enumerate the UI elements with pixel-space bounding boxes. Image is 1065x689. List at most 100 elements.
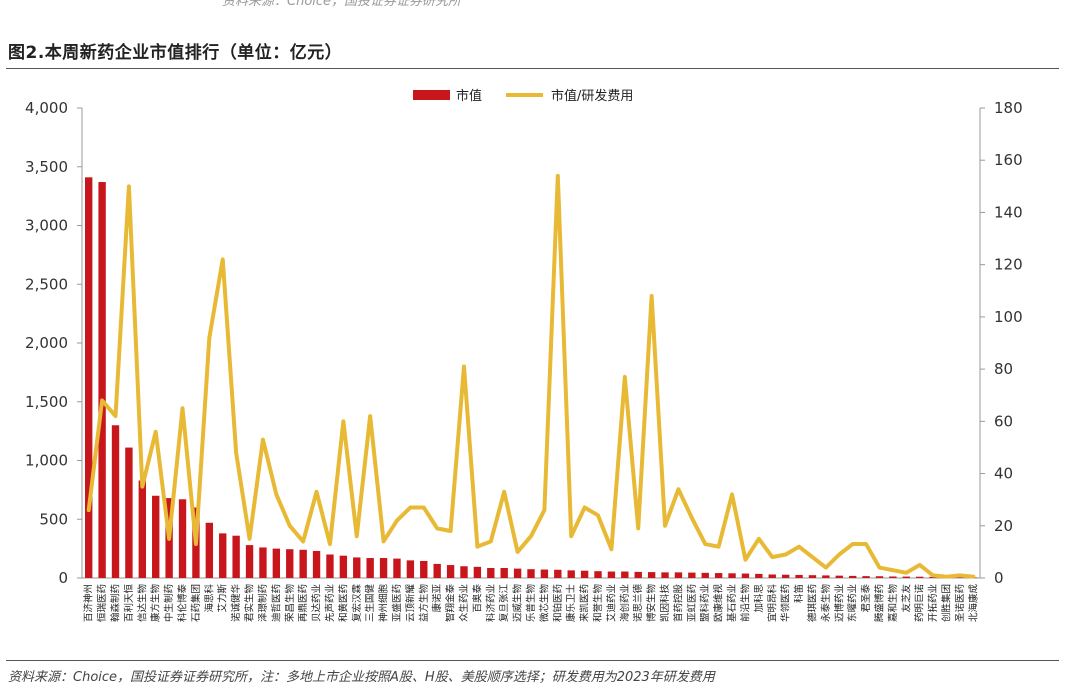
category-label: 欧康维视 [713, 584, 725, 623]
category-label: 艾迪药业 [605, 584, 617, 622]
bar [339, 555, 348, 578]
bar [272, 548, 281, 578]
bar [366, 558, 374, 578]
bar [634, 571, 642, 578]
y-tick-label-left: 0 [58, 569, 68, 587]
legend-bar-swatch [413, 90, 450, 100]
bar [540, 569, 549, 578]
bar [379, 558, 388, 578]
y-tick-label-left: 2,500 [25, 275, 68, 293]
category-label: 荣昌生物 [284, 584, 296, 623]
category-label: 嘉和生物 [887, 584, 899, 623]
bar [406, 560, 415, 578]
category-label: 腾盛博药 [873, 584, 885, 622]
bar [205, 522, 214, 578]
bar [688, 572, 696, 578]
category-label: 北海康成 [967, 584, 979, 623]
legend-bar-label: 市值 [456, 88, 482, 104]
bar [98, 182, 106, 578]
category-labels: 百济神州 恒瑞医药 翰森制药 百利天恒 信达生物 康方生物 中生制药 科伦博泰 石药集团 海思科艾… [83, 584, 980, 623]
category-label: 再鼎医药 [298, 584, 309, 622]
category-label: 石药集团 [190, 584, 202, 622]
bar [420, 560, 428, 578]
category-label: 迪哲医药 [270, 584, 282, 622]
y-tick-label-right: 180 [994, 99, 1023, 117]
category-label: 康乐卫士 [565, 584, 577, 623]
bar [473, 566, 482, 578]
bar [219, 533, 227, 578]
category-label: 药明巨诺 [915, 584, 926, 623]
bar [701, 572, 709, 578]
category-label: 复宏汉霖 [351, 584, 363, 623]
category-label: 泽璟制药 [257, 584, 269, 622]
bar [795, 574, 803, 578]
category-label: 海创药业 [619, 584, 631, 622]
category-label: 华领医药 [780, 584, 792, 622]
category-label: 迈博药业 [833, 584, 845, 622]
category-label: 恒瑞医药 [96, 584, 108, 622]
y-tick-label-left: 1,500 [25, 393, 68, 411]
bar [138, 480, 146, 578]
bar [956, 577, 964, 578]
category-label: 三生国健 [364, 584, 376, 623]
bar [487, 568, 495, 578]
category-label: 基石药业 [726, 584, 738, 622]
category-label: 永泰生物 [820, 584, 832, 623]
legend-line-label: 市值/研发费用 [551, 88, 633, 104]
category-label: 盟科药业 [699, 584, 711, 622]
category-label: 友芝友 [900, 584, 912, 613]
y-tick-label-left: 1,000 [25, 452, 68, 470]
y-tick-label-right: 120 [994, 256, 1023, 274]
bar [621, 571, 629, 578]
category-label: 创胜集团 [940, 584, 952, 622]
bar [299, 549, 307, 578]
category-label: 科笛 [793, 584, 805, 603]
y-tick-label-right: 160 [994, 151, 1023, 169]
bar [85, 177, 93, 578]
bar [446, 565, 455, 578]
category-label: 复旦张江 [498, 584, 510, 623]
category-label: 亚虹医药 [687, 584, 698, 622]
bar [393, 558, 401, 578]
chart-axes: 0 500 1,000 1,500 2,000 2,500 3,000 3,500 4,000 0… [25, 99, 1023, 587]
category-label: 前沿生物 [739, 584, 751, 623]
category-label: 凯因科技 [659, 584, 671, 623]
bar [527, 569, 535, 578]
category-label: 来凯医药 [579, 584, 591, 622]
y-tick-label-left: 500 [39, 510, 68, 528]
bar [259, 547, 267, 578]
bar [607, 571, 616, 578]
category-label: 宜明昂科 [766, 584, 778, 623]
bar [674, 572, 683, 578]
bar [848, 575, 857, 578]
bar [808, 575, 817, 578]
y-tick-label-left: 4,000 [25, 99, 68, 117]
title-divider [6, 68, 1059, 69]
y-tick-label-left: 2,000 [25, 334, 68, 352]
category-label: 翰森制药 [110, 584, 122, 622]
bar [781, 574, 790, 578]
bar [353, 557, 361, 578]
bar [500, 568, 508, 578]
category-label: 迈威生物 [512, 584, 524, 623]
category-label: 众生药业 [458, 584, 470, 622]
bar [902, 576, 910, 578]
footer-divider [6, 660, 1059, 661]
bar [433, 563, 441, 578]
category-label: 益方生物 [418, 584, 430, 623]
category-label: 康诺亚 [431, 584, 443, 613]
category-label: 海思科 [203, 584, 215, 613]
category-label: 智翔金泰 [445, 584, 457, 623]
bar [768, 574, 776, 578]
bar [647, 572, 656, 578]
bar [152, 495, 160, 578]
bar [862, 576, 870, 578]
top-cut-text: 资料来源：Choice，国投证券证券研究所 [222, 0, 462, 9]
category-label: 和黄医药 [337, 584, 349, 622]
category-label: 科伦博泰 [177, 584, 189, 623]
category-label: 博安生物 [646, 584, 658, 623]
category-label: 首药控股 [672, 584, 684, 623]
category-label: 中生制药 [163, 584, 175, 622]
category-label: 东曜药业 [847, 584, 859, 622]
category-label: 百利天恒 [123, 584, 135, 623]
